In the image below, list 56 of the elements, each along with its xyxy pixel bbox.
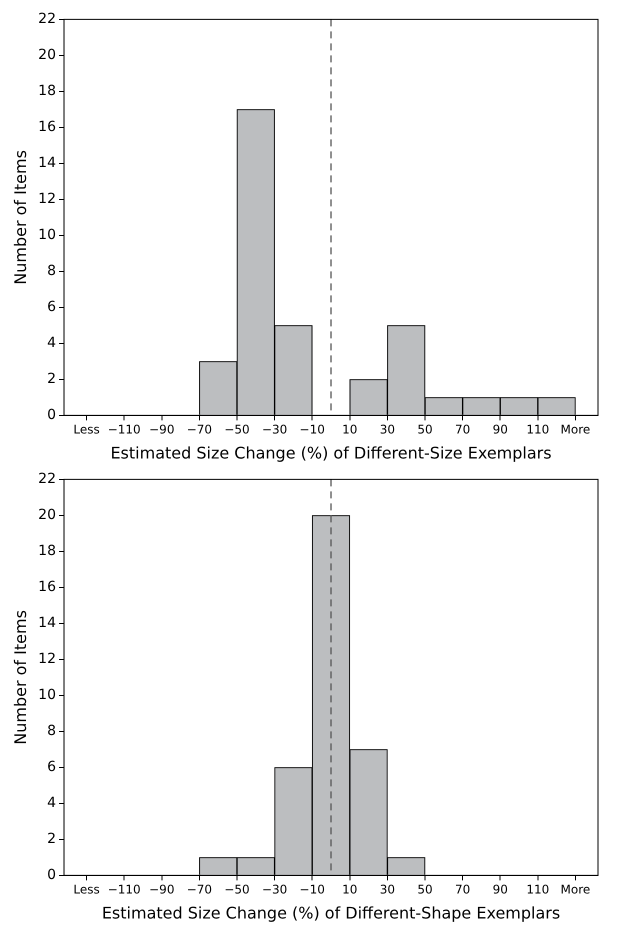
x-tick-label: Less <box>73 422 100 437</box>
y-tick-label: 0 <box>47 867 56 884</box>
x-tick-label: −70 <box>186 422 212 437</box>
y-tick-label: 22 <box>38 471 56 488</box>
y-tick-label: 10 <box>38 227 56 244</box>
y-tick-label: 6 <box>47 759 56 776</box>
x-tick-label: More <box>560 422 590 437</box>
x-tick-label: 50 <box>417 882 433 897</box>
x-tick-label: 110 <box>526 422 550 437</box>
y-tick-label: 20 <box>38 47 56 64</box>
y-tick-label: 8 <box>47 723 56 740</box>
y-tick-label: 16 <box>38 119 56 136</box>
y-tick-label: 6 <box>47 299 56 316</box>
x-axis-title: Estimated Size Change (%) of Different-Size Exemplars <box>110 444 552 463</box>
y-tick-label: 20 <box>38 507 56 524</box>
x-tick-label: 10 <box>342 422 358 437</box>
x-tick-label: 70 <box>454 422 470 437</box>
x-tick-label: 90 <box>492 422 508 437</box>
y-tick-label: 10 <box>38 687 56 704</box>
y-tick-label: 8 <box>47 263 56 280</box>
x-tick-label: −50 <box>224 882 250 897</box>
y-tick-label: 12 <box>38 651 56 668</box>
y-tick-label: 14 <box>38 155 56 172</box>
x-tick-label: 110 <box>526 882 550 897</box>
y-tick-label: 16 <box>38 579 56 596</box>
x-axis-title: Estimated Size Change (%) of Different-Shape Exemplars <box>102 904 560 923</box>
x-tick-label: −10 <box>300 422 325 437</box>
x-tick-label: −30 <box>262 882 288 897</box>
y-tick-label: 18 <box>38 543 56 560</box>
y-axis-title: Number of Items <box>10 610 30 745</box>
y-tick-label: 2 <box>47 831 56 848</box>
y-tick-label: 2 <box>47 371 56 388</box>
x-tick-label: −110 <box>108 422 141 437</box>
x-tick-label: 90 <box>492 882 508 897</box>
x-tick-label: More <box>560 882 590 897</box>
y-tick-label: 22 <box>38 11 56 28</box>
y-tick-label: 0 <box>47 407 56 424</box>
x-tick-label: −90 <box>149 422 174 437</box>
y-tick-label: 18 <box>38 83 56 100</box>
x-tick-label: −70 <box>186 882 212 897</box>
y-tick-label: 14 <box>38 615 56 632</box>
x-tick-label: 30 <box>380 422 396 437</box>
x-tick-label: Less <box>73 882 100 897</box>
y-axis-title: Number of Items <box>10 150 30 285</box>
x-tick-label: 30 <box>380 882 396 897</box>
x-tick-label: −10 <box>300 882 325 897</box>
x-tick-label: 70 <box>454 882 470 897</box>
y-tick-label: 4 <box>47 795 56 812</box>
x-tick-label: 10 <box>342 882 358 897</box>
x-tick-label: −90 <box>149 882 174 897</box>
y-tick-label: 4 <box>47 335 56 352</box>
y-tick-label: 12 <box>38 191 56 208</box>
x-tick-label: −110 <box>108 882 141 897</box>
x-tick-label: 50 <box>417 422 433 437</box>
x-tick-label: −30 <box>262 422 288 437</box>
x-tick-label: −50 <box>224 422 250 437</box>
